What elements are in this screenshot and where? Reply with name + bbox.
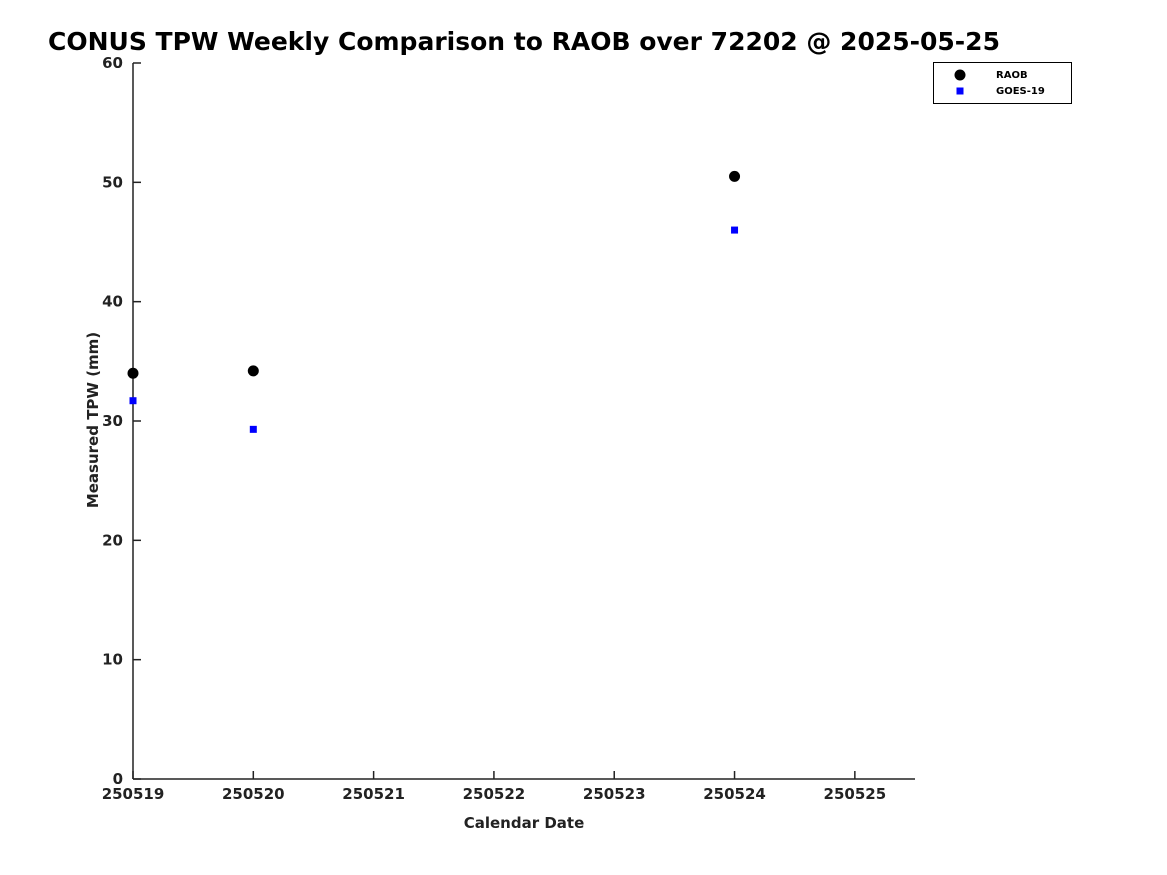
y-tick-label: 0 [113, 770, 123, 788]
legend-label: RAOB [996, 69, 1028, 81]
raob-point [729, 170, 741, 182]
legend-item-raob: RAOB [934, 67, 1071, 83]
x-tick-label: 250521 [342, 785, 405, 803]
x-axis-label: Calendar Date [463, 814, 585, 832]
x-tick-label: 250522 [463, 785, 526, 803]
circle-marker-icon [954, 69, 966, 81]
legend: RAOB GOES-19 [933, 62, 1072, 104]
raob-point [127, 367, 139, 379]
x-tick-label: 250523 [583, 785, 646, 803]
x-tick-label: 250519 [102, 785, 165, 803]
y-tick-label: 60 [102, 54, 123, 72]
goes-19-point [249, 425, 257, 433]
y-tick-label: 50 [102, 173, 123, 191]
raob-point [247, 365, 259, 377]
y-axis-label: Measured TPW (mm) [84, 331, 102, 509]
y-tick-label: 20 [102, 531, 123, 549]
goes-19-point [129, 397, 137, 405]
chart-title: CONUS TPW Weekly Comparison to RAOB over… [48, 27, 1000, 56]
legend-item-goes-19: GOES-19 [934, 83, 1071, 99]
legend-label: GOES-19 [996, 85, 1045, 97]
y-tick-label: 30 [102, 412, 123, 430]
x-tick-label: 250525 [824, 785, 887, 803]
goes-19-point [731, 226, 739, 234]
x-tick-label: 250524 [703, 785, 766, 803]
y-tick-label: 10 [102, 651, 123, 669]
square-marker-icon [954, 85, 966, 97]
y-tick-label: 40 [102, 293, 123, 311]
x-tick-label: 250520 [222, 785, 285, 803]
